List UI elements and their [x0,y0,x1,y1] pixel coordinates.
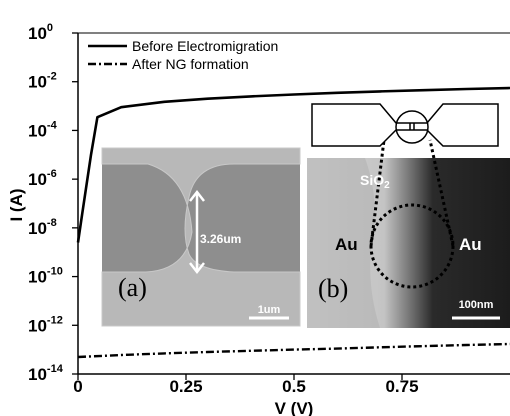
y-tick-label-4: 10-8 [28,217,57,238]
inset-a-scale-text: 1um [258,304,281,316]
inset-b-left-au: Au [335,235,358,254]
series-line-after-ng-formation [77,342,510,359]
x-tick-label-2: 0.5 [282,377,306,396]
y-tick-label-5: 10-10 [28,266,63,287]
device-schematic [311,103,499,147]
x-axis-ticks: 0 0.25 0.5 0.75 [73,374,419,396]
y-axis-title: I (A) [7,188,26,221]
x-tick-label-1: 0.25 [169,377,202,396]
x-tick-label-0: 0 [73,377,82,396]
series-line-before-electromigration [76,86,510,243]
inset-b-oxide-label: SiO2 [360,172,390,191]
inset-b-zoom-line-right [428,139,455,247]
legend: Before Electromigration After NG formati… [88,38,278,72]
inset-a-metal-film [101,147,301,327]
inset-b-left-electrode [307,158,380,328]
inset-b-right-au: Au [459,235,482,254]
inset-a-measure-text: 3.26um [200,232,241,246]
x-axis-title: V (V) [275,399,314,416]
schematic-electrodes [311,103,499,147]
y-tick-label-0: 100 [28,22,53,43]
inset-a-label: (a) [118,273,147,302]
inset-a: 3.26um (a) 1um [101,147,301,327]
y-tick-label-6: 10-12 [28,314,63,335]
inset-a-arrow-top [189,189,205,202]
y-axis-ticks: 100 10-2 10-4 10-6 10-8 10-10 10-12 10-14 [28,22,78,384]
inset-a-arrow-bottom [189,262,205,275]
y-tick-label-2: 10-4 [28,119,58,140]
x-tick-label-3: 0.75 [385,377,418,396]
series-layer [76,86,510,359]
schematic-zoom-circle [395,110,429,144]
legend-label-before: Before Electromigration [132,38,278,54]
y-tick-label-3: 10-6 [28,168,57,189]
inset-b-scale-text: 100nm [459,299,494,311]
inset-b: SiO2 Au Au (b) 100nm [307,139,510,328]
legend-label-after: After NG formation [132,56,249,72]
inset-b-label: (b) [318,274,348,303]
y-tick-label-7: 10-14 [28,363,64,384]
y-tick-label-1: 10-2 [28,71,57,92]
